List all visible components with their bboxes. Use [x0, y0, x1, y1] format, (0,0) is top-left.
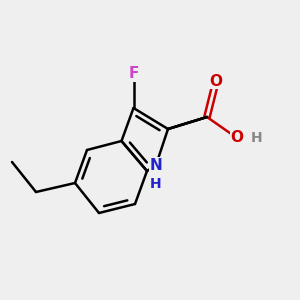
Text: F: F	[128, 66, 139, 81]
Text: O: O	[209, 74, 223, 88]
Text: H: H	[150, 178, 162, 191]
Text: O: O	[230, 130, 244, 146]
Text: H: H	[251, 131, 262, 145]
Text: N: N	[150, 158, 162, 172]
